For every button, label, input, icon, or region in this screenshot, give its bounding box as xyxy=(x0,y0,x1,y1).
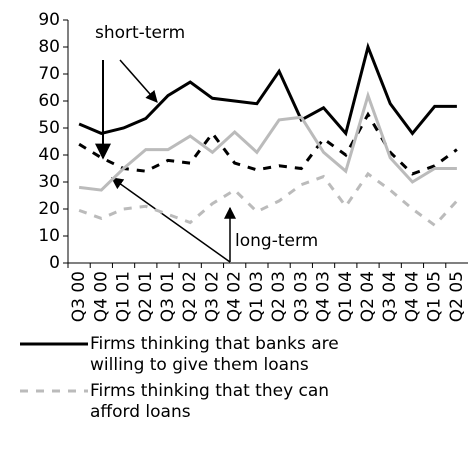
y-tick-label: 30 xyxy=(38,172,60,192)
x-tick-label: Q3 00 xyxy=(69,271,89,322)
x-tick-label: Q2 05 xyxy=(447,271,467,322)
line-series xyxy=(78,111,458,176)
line-series xyxy=(78,90,457,192)
x-tick-label: Q4 03 xyxy=(314,271,334,322)
y-tick-label: 60 xyxy=(38,91,60,111)
y-tick-label: 70 xyxy=(38,64,60,84)
x-tick-label: Q2 04 xyxy=(358,271,378,322)
x-tick-label: Q1 03 xyxy=(247,271,267,322)
arrow xyxy=(111,177,231,263)
x-tick-label: Q2 02 xyxy=(180,271,200,322)
y-tick-label: 80 xyxy=(38,37,60,57)
x-tick-label: Q3 03 xyxy=(291,271,311,322)
x-tick-label: Q4 04 xyxy=(402,271,422,322)
y-tick-label: 90 xyxy=(38,10,60,30)
annotation: short-term xyxy=(95,23,185,43)
x-tick-label: Q2 01 xyxy=(136,271,156,322)
y-tick-label: 20 xyxy=(38,199,60,219)
x-tick-label: Q4 02 xyxy=(225,271,245,322)
x-tick-label: Q3 01 xyxy=(158,271,178,322)
x-tick-label: Q3 02 xyxy=(202,271,222,322)
x-tick-label: Q2 03 xyxy=(269,271,289,322)
arrow xyxy=(119,59,158,103)
y-tick-label: 10 xyxy=(38,226,60,246)
line-series xyxy=(78,171,458,228)
line-series xyxy=(78,42,457,137)
y-tick-label: 50 xyxy=(38,118,60,138)
x-tick-label: Q4 00 xyxy=(91,271,111,322)
y-tick-label: 40 xyxy=(38,145,60,165)
legend-label: Firms thinking that banks are willing to … xyxy=(90,334,339,375)
legend-label: Firms thinking that they can afford loans xyxy=(90,381,329,422)
x-tick-label: Q3 04 xyxy=(380,271,400,322)
annotation: long-term xyxy=(235,231,318,251)
x-tick-label: Q1 05 xyxy=(425,271,445,322)
x-tick-label: Q1 01 xyxy=(114,271,134,322)
y-tick-label: 0 xyxy=(49,253,60,273)
x-tick-label: Q1 04 xyxy=(336,271,356,322)
